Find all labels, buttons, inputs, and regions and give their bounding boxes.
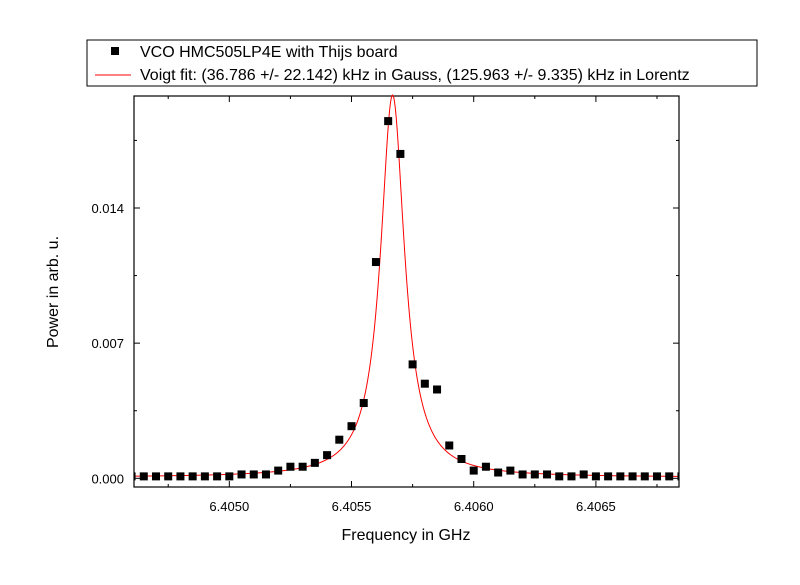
data-point [298,462,307,471]
data-point [176,472,185,481]
data-point [200,472,209,481]
legend-label-fit: Voigt fit: (36.786 +/- 22.142) kHz in Ga… [140,67,690,84]
data-point [237,470,246,479]
x-tick-labels: 6.4050 6.4055 6.4060 6.4065 [209,499,615,514]
data-point [506,466,515,475]
data-points [134,117,679,481]
x-tick-label: 6.4065 [576,499,616,514]
data-point [347,422,356,431]
x-tick-label: 6.4060 [454,499,494,514]
y-axis-title: Power in arb. u. [45,236,62,348]
data-point [469,466,478,475]
y-tick-label: 0.014 [91,201,124,216]
data-point [665,472,674,481]
data-point [420,379,429,388]
axis-ticks [134,96,679,487]
x-axis-title: Frequency in GHz [342,527,471,544]
legend-marker-square [111,47,119,55]
data-point [530,470,539,479]
x-tick-label: 6.4050 [209,499,249,514]
data-point [457,455,466,464]
legend-box [86,39,758,87]
data-point [445,441,454,450]
data-point [616,472,625,481]
data-point [396,149,405,158]
data-point [567,472,576,481]
data-point [371,258,380,267]
data-point [653,472,662,481]
x-tick-label: 6.4055 [332,499,372,514]
legend-label-data: VCO HMC505LP4E with Thijs board [140,44,398,61]
data-point [481,462,490,471]
data-point [408,360,417,369]
data-point [335,435,344,444]
data-point [543,470,552,479]
data-point [134,472,136,481]
data-point [384,117,393,126]
data-point [640,472,649,481]
data-point [286,462,295,471]
data-point [518,470,527,479]
data-point [151,472,160,481]
data-point [164,472,173,481]
data-point [261,470,270,479]
data-point [494,468,503,477]
data-point [677,472,679,481]
data-point [310,458,319,467]
data-point [188,472,197,481]
data-point [628,472,637,481]
data-point [579,470,588,479]
fit-curve [133,94,679,477]
data-point [604,472,613,481]
y-tick-label: 0.000 [91,471,124,486]
data-point [225,472,234,481]
data-point [249,470,258,479]
plot-frame [133,95,680,488]
data-point [213,472,222,481]
data-point [274,466,283,475]
data-point [359,399,368,408]
data-point [323,451,332,460]
y-tick-label: 0.007 [91,336,124,351]
data-point [433,385,442,394]
y-tick-labels: 0.000 0.007 0.014 [91,201,124,486]
data-point [591,472,600,481]
data-point [555,472,564,481]
data-point [139,472,148,481]
